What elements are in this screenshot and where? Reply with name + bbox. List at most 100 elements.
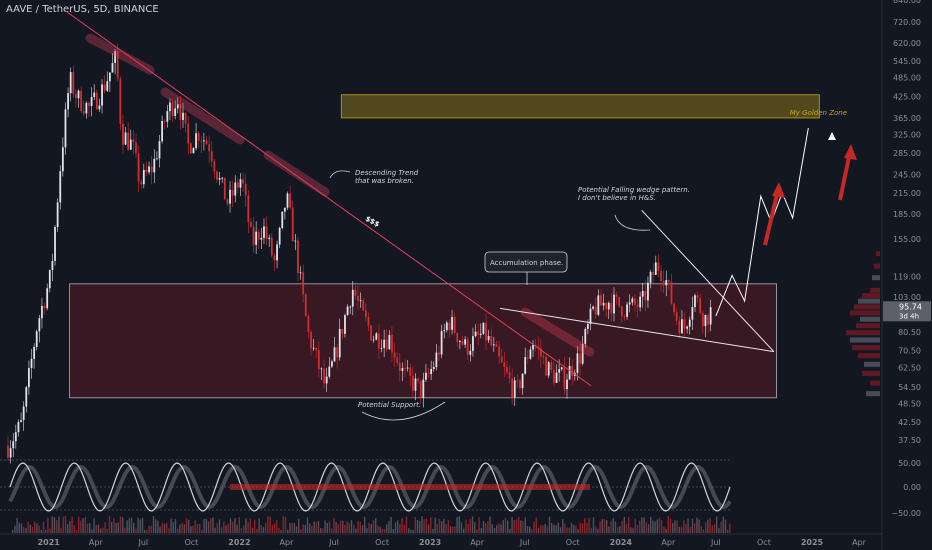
volume-bar [368, 523, 370, 533]
volume-bar [31, 526, 34, 533]
volume-bar [137, 517, 139, 533]
volume-bar [628, 517, 630, 533]
volume-bar [203, 519, 205, 533]
volume-bar [207, 521, 210, 533]
volume-bar [696, 517, 698, 533]
x-tick-label: 2025 [801, 538, 824, 547]
volume-bar [520, 520, 522, 533]
volume-bar [69, 521, 71, 533]
candle-body [539, 348, 542, 357]
osc-tick-label: −50.00 [891, 509, 921, 518]
wedge-lower-line [500, 307, 774, 353]
candle-body [563, 367, 566, 390]
volume-bar [654, 521, 656, 533]
volume-profile-bar [862, 293, 880, 299]
volume-bar [260, 525, 262, 533]
candle-body [704, 315, 707, 327]
volume-bar [199, 523, 201, 533]
candle-body [46, 288, 49, 309]
volume-bar [236, 524, 238, 533]
candle-body [192, 148, 195, 154]
volume-bar [306, 517, 309, 533]
candle-body [516, 380, 519, 382]
volume-bar [42, 521, 45, 533]
volume-bar [656, 519, 658, 533]
x-tick-label: Apr [280, 538, 295, 547]
volume-bar [438, 518, 441, 533]
volume-bar [350, 520, 353, 533]
candle-body [195, 133, 197, 149]
volume-bar [579, 522, 581, 533]
candle-body [506, 367, 508, 373]
y-tick-label: 62.50 [898, 364, 921, 373]
volume-bar [106, 528, 108, 533]
candle-body [54, 227, 56, 261]
volume-bar [311, 525, 313, 533]
candle-body [307, 316, 310, 332]
volume-bar [397, 520, 399, 533]
y-tick-label: 215.00 [893, 189, 921, 198]
volume-bar [100, 528, 102, 533]
candle-body [605, 302, 608, 310]
volume-bar [284, 516, 287, 533]
volume-bar [361, 525, 364, 533]
volume-bar [548, 516, 551, 533]
candle-body [341, 329, 344, 334]
candle-body [244, 183, 247, 196]
candle-body [69, 72, 72, 94]
volume-bar [124, 527, 126, 533]
volume-profile-bar [872, 275, 880, 281]
candle-body [297, 240, 299, 274]
volume-bar [49, 528, 51, 533]
candle-body [221, 177, 224, 179]
volume-bar [707, 519, 709, 533]
volume-bar [711, 525, 713, 533]
volume-bar [130, 517, 133, 533]
candle-body [511, 378, 514, 398]
candle-body [127, 132, 130, 150]
candle-body [526, 357, 529, 359]
volume-bar [493, 527, 496, 533]
volume-bar [592, 517, 595, 533]
y-tick-label: 365.00 [893, 114, 921, 123]
volume-bar [163, 523, 166, 533]
candle-body [660, 270, 662, 282]
candle-body [422, 379, 425, 398]
candle-body [328, 366, 331, 377]
candle-body [464, 339, 467, 345]
volume-bar [467, 524, 469, 533]
volume-profile-bar [870, 380, 880, 386]
volume-bar [201, 529, 203, 533]
volume-bar [509, 528, 511, 533]
volume-bar [683, 520, 685, 533]
candle-body [378, 333, 380, 349]
candle-body [77, 90, 80, 99]
candle-body [122, 123, 124, 145]
candle-body [82, 111, 85, 114]
volume-bar [168, 528, 170, 533]
candle-body [304, 294, 307, 317]
candle-body [589, 308, 592, 325]
candle-body [451, 317, 453, 330]
x-tick-label: Apr [89, 538, 104, 547]
volume-bar [570, 522, 573, 533]
y-tick-label: 840.00 [893, 0, 921, 5]
candle-body [336, 347, 339, 358]
candle-body [119, 78, 122, 124]
candle-body [218, 178, 221, 180]
y-tick-label: 119.00 [893, 273, 921, 282]
volume-bar [135, 528, 137, 533]
candle-body [106, 81, 109, 91]
volume-bar [650, 517, 652, 533]
candle-body [623, 316, 626, 318]
candle-body [380, 347, 383, 349]
volume-bar [249, 518, 251, 533]
volume-bar [157, 520, 159, 533]
volume-bar [36, 523, 38, 533]
candle-body [35, 331, 38, 347]
candle-body [90, 96, 93, 107]
candle-body [670, 281, 673, 304]
volume-bar [511, 517, 513, 533]
candle-body [534, 344, 537, 347]
